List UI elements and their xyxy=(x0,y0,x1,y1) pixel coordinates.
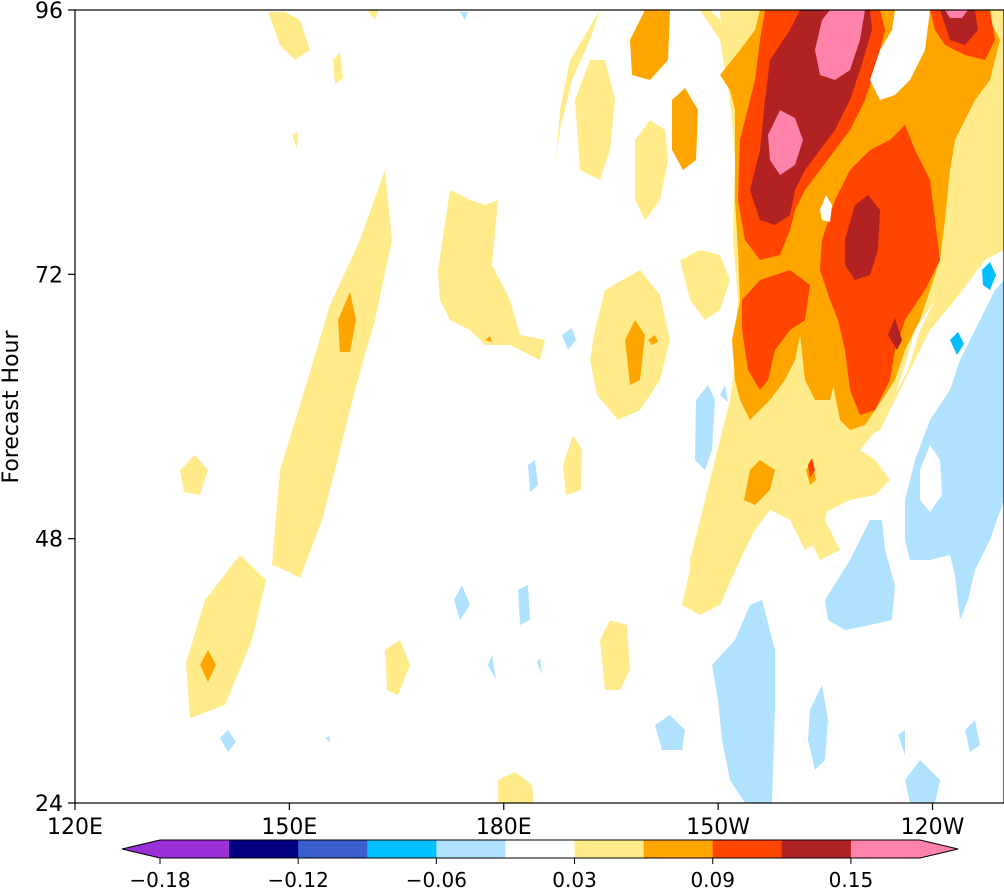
colorbar-bin xyxy=(367,840,437,858)
colorbar-bin xyxy=(643,840,714,858)
contour-fill-holes xyxy=(820,10,930,222)
colorbar-bin xyxy=(160,840,230,858)
colorbar-bin xyxy=(505,840,576,858)
colorbar-bin xyxy=(229,840,299,858)
x-tick-label: 150W xyxy=(686,815,750,840)
colorbar-bin xyxy=(850,840,921,858)
contour-fill-neg-hole xyxy=(920,445,942,512)
colorbar-tick-label: −0.12 xyxy=(268,868,329,892)
colorbar-tick-label: −0.06 xyxy=(406,868,467,892)
colorbar-tick-label: 0.03 xyxy=(552,868,597,892)
x-tick-label: 120E xyxy=(47,815,103,840)
plot-frame xyxy=(74,9,1004,804)
colorbar-extend-min xyxy=(122,840,160,858)
colorbar-bin xyxy=(781,840,852,858)
colorbar-bin xyxy=(574,840,645,858)
colorbar-tick-label: −0.18 xyxy=(129,868,190,892)
y-tick-label: 96 xyxy=(35,0,63,24)
x-axis: 120E 150E 180E 150W 120W xyxy=(47,803,965,840)
colorbar-tick-label: 0.09 xyxy=(690,868,735,892)
colorbar-bin xyxy=(712,840,783,858)
contour-fill-neg0.06 xyxy=(950,262,996,355)
colorbar-bin xyxy=(298,840,368,858)
colorbar-extend-max xyxy=(920,840,958,858)
y-tick-label: 48 xyxy=(35,528,63,553)
colorbar-bin xyxy=(436,840,506,858)
x-tick-label: 120W xyxy=(901,815,965,840)
contour-fill-0.15 xyxy=(768,10,968,175)
x-tick-label: 150E xyxy=(261,815,317,840)
y-tick-label: 24 xyxy=(35,792,63,817)
colorbar-tick-label: 0.15 xyxy=(829,868,874,892)
y-tick-label: 72 xyxy=(35,263,63,288)
y-axis: 24 48 72 96 xyxy=(35,0,75,817)
y-axis-title: Forecast Hour xyxy=(0,330,24,484)
plot-area xyxy=(75,10,1004,803)
colorbar: −0.18 −0.12 −0.06 0.03 0.09 0.15 xyxy=(121,839,959,892)
contour-fill-neg0.03 xyxy=(220,12,1004,803)
x-tick-label: 180E xyxy=(476,815,532,840)
